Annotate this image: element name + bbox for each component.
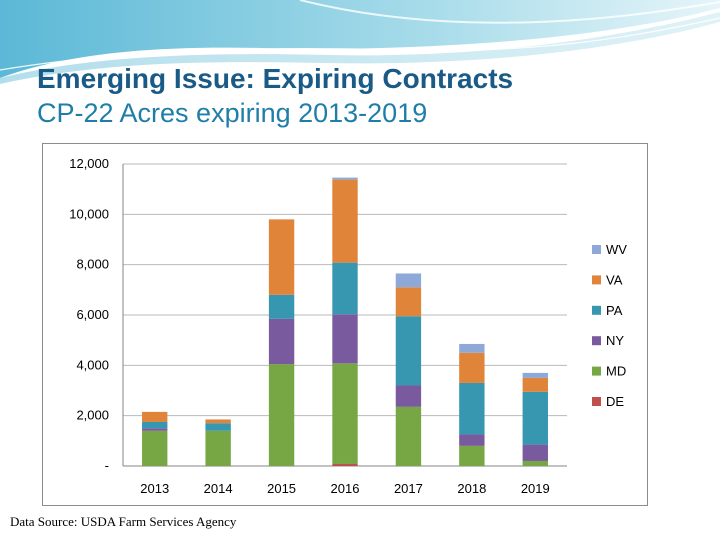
bar-va-2013 <box>142 411 168 422</box>
bar-wv-2019 <box>522 372 548 378</box>
slide-title: Emerging Issue: Expiring Contracts <box>37 63 514 94</box>
bar-pa-2013 <box>142 421 168 429</box>
bar-ny-2016 <box>332 314 358 364</box>
legend-label-va: VA <box>606 272 623 287</box>
bar-pa-2017 <box>395 316 422 386</box>
bar-wv-2017 <box>395 273 422 288</box>
bar-pa-2019 <box>522 391 548 445</box>
bar-md-2018 <box>459 445 485 466</box>
y-tick-label: 2,000 <box>76 408 109 423</box>
bar-va-2015 <box>268 219 295 295</box>
bar-pa-2015 <box>268 294 295 319</box>
bar-md-2015 <box>268 364 295 466</box>
bar-pa-2014 <box>205 423 231 431</box>
title-block: Emerging Issue: Expiring Contracts CP-22… <box>37 62 513 130</box>
x-tick-label: 2016 <box>331 481 360 496</box>
bar-va-2014 <box>205 419 231 424</box>
bar-ny-2017 <box>395 385 422 407</box>
legend-label-de: DE <box>606 394 624 409</box>
bar-pa-2016 <box>332 262 358 315</box>
bar-md-2013 <box>142 430 168 466</box>
x-tick-label: 2018 <box>457 481 486 496</box>
x-tick-label: 2015 <box>267 481 296 496</box>
bar-va-2017 <box>395 287 422 317</box>
stacked-bar-chart: - 2,000 4,000 6,000 8,000 10,000 12,000 2013 201… <box>69 156 627 496</box>
legend-label-ny: NY <box>606 333 624 348</box>
bar-pa-2018 <box>459 382 485 435</box>
x-tick-label: 2019 <box>521 481 550 496</box>
legend-swatch-ny <box>592 336 601 346</box>
data-source-note: Data Source: USDA Farm Services Agency <box>10 514 237 529</box>
legend-swatch-va <box>592 275 601 285</box>
bar-md-2017 <box>395 406 422 466</box>
bar-va-2016 <box>332 179 358 263</box>
x-tick-label: 2014 <box>204 481 233 496</box>
y-tick-label: 12,000 <box>69 156 109 171</box>
y-tick-label: 4,000 <box>76 357 109 372</box>
header-wave-decoration <box>0 0 720 84</box>
bar-ny-2015 <box>268 318 295 365</box>
bar-va-2019 <box>522 377 548 392</box>
y-tick-label: 8,000 <box>76 257 109 272</box>
x-tick-label: 2017 <box>394 481 423 496</box>
legend-swatch-md <box>592 366 601 376</box>
bar-wv-2016 <box>332 177 358 180</box>
legend-swatch-wv <box>592 245 601 254</box>
slide-subtitle: CP-22 Acres expiring 2013-2019 <box>37 98 428 128</box>
legend-label-md: MD <box>606 364 626 379</box>
bar-ny-2019 <box>522 444 548 461</box>
bar-md-2014 <box>205 430 231 466</box>
legend-swatch-pa <box>592 305 601 315</box>
y-tick-label: 6,000 <box>76 307 109 322</box>
y-tick-label: 10,000 <box>69 206 109 221</box>
bar-md-2019 <box>522 460 548 466</box>
legend-swatch-de <box>592 397 601 406</box>
bar-de-2016 <box>332 463 358 466</box>
legend-label-pa: PA <box>606 303 623 318</box>
bar-va-2018 <box>459 352 485 383</box>
bar-wv-2018 <box>459 343 485 353</box>
x-tick-label: 2013 <box>140 481 169 496</box>
bar-ny-2018 <box>459 434 485 446</box>
y-tick-label: - <box>105 458 109 473</box>
bar-md-2016 <box>332 363 358 464</box>
legend-label-wv: WV <box>606 242 627 257</box>
bar-ny-2013 <box>142 428 168 431</box>
chart-frame: - 2,000 4,000 6,000 8,000 10,000 12,000 2013 201… <box>42 143 648 506</box>
